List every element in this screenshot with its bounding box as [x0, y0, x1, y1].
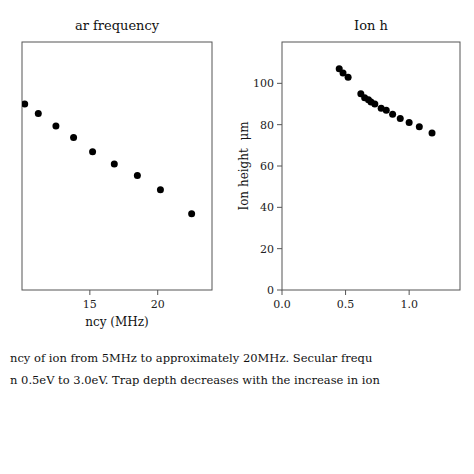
caption: n 0.5eV to 3.0eV. Trap depth decreases w… — [10, 373, 380, 387]
point — [134, 172, 141, 179]
y-tick-label: 20 — [260, 243, 274, 256]
point — [397, 115, 404, 122]
point — [383, 107, 390, 114]
y-axis-label: Ion height μm — [237, 121, 251, 211]
title: ar frequency — [75, 18, 160, 33]
x-tick-label: 15 — [83, 298, 97, 311]
y-tick-label: 60 — [260, 160, 274, 173]
y-tick — [277, 166, 282, 167]
x-tick — [345, 290, 346, 295]
x-axis-label: ncy (MHz) — [85, 315, 148, 329]
figure: 15 20 ar frequency ncy (MHz) ncy of ion from… — [0, 0, 474, 474]
y-tick — [277, 290, 282, 291]
x-tick-label: 1.0 — [400, 298, 418, 311]
caption: ncy of ion from 5MHz to approximately 20… — [10, 351, 372, 365]
panel: 0.0 0.5 1.0 0 20 40 60 80 100 Ion h Ion height μm — [237, 18, 460, 311]
point — [111, 161, 118, 168]
x-tick-label: 0.5 — [337, 298, 355, 311]
x-tick — [157, 290, 158, 295]
plot-frame — [22, 42, 212, 290]
point — [35, 110, 42, 117]
points — [336, 65, 436, 136]
x-tick — [282, 290, 283, 295]
y-tick — [277, 83, 282, 84]
y-tick — [277, 248, 282, 249]
x-tick — [89, 290, 90, 295]
point — [406, 119, 413, 126]
y-tick-label: 100 — [253, 77, 274, 90]
x-tick-label: 20 — [151, 298, 165, 311]
x-tick — [409, 290, 410, 295]
points — [22, 101, 195, 218]
y-tick-label: 0 — [267, 284, 274, 297]
point — [345, 74, 352, 81]
panel: 15 20 ar frequency ncy (MHz) — [21, 18, 212, 329]
point — [429, 129, 436, 136]
y-tick — [277, 124, 282, 125]
y-tick-label: 80 — [260, 119, 274, 132]
point — [89, 148, 96, 155]
point — [157, 186, 164, 193]
point — [188, 210, 195, 217]
y-tick-label: 40 — [260, 201, 274, 214]
title: Ion h — [354, 18, 388, 33]
point — [389, 111, 396, 118]
plot-frame — [282, 42, 460, 290]
point — [70, 134, 77, 141]
point — [416, 123, 423, 130]
background — [0, 0, 474, 474]
point — [52, 122, 59, 129]
y-tick — [277, 207, 282, 208]
point — [371, 101, 378, 108]
point — [22, 101, 28, 108]
x-tick-label: 0.0 — [273, 298, 291, 311]
